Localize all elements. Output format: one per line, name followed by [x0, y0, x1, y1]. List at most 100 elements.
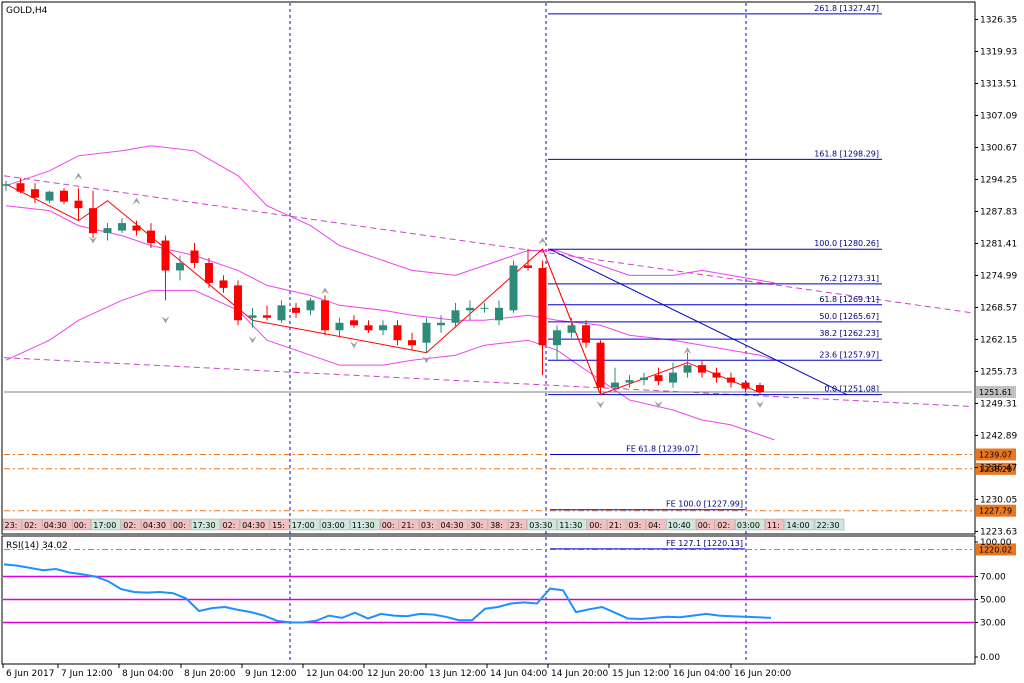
candle-body-7 — [103, 228, 112, 234]
level-tag-0 — [976, 448, 1016, 461]
channel-upper-line — [3, 175, 973, 314]
candle-body-52 — [756, 385, 764, 393]
candle-body-35 — [509, 265, 518, 311]
level-tag-text-0: 1239.07 — [979, 451, 1012, 460]
session-tag-25: 21: — [609, 521, 622, 530]
candle-body-16 — [234, 285, 242, 321]
rsi-tick-label-2: 50.00 — [980, 596, 1006, 606]
session-tag-bg-34 — [814, 518, 845, 531]
price-tick-label-14: 1236.47 — [980, 463, 1017, 473]
candle-body-42 — [611, 382, 619, 388]
price-tick-label-13: 1242.89 — [980, 431, 1017, 441]
candle-body-41 — [596, 342, 605, 388]
session-tag-27: 04: — [648, 521, 661, 530]
candle-body-51 — [741, 382, 750, 389]
session-tag-32: 11: — [767, 521, 780, 530]
session-tag-29: 00: — [698, 521, 711, 530]
symbol-label: GOLD,H4 — [6, 6, 48, 16]
candle-body-39 — [567, 325, 576, 333]
candle-body-0 — [2, 184, 10, 186]
time-tick-label-5: 12 Jun 04:00 — [306, 669, 363, 679]
price-tick-label-12: 1249.31 — [980, 399, 1017, 409]
fractal-arrow-11 — [654, 401, 663, 409]
candle-body-22 — [321, 300, 329, 331]
candle-body-33 — [480, 307, 489, 309]
rsi-tick-label-3: 30.00 — [980, 619, 1006, 629]
session-tag-28: 10:40 — [668, 521, 691, 530]
session-tag-bg-26 — [626, 518, 646, 531]
candle-body-5 — [74, 200, 83, 209]
session-tag-bg-11 — [270, 518, 290, 531]
time-tick-label-12: 16 Jun 20:00 — [734, 669, 791, 679]
fib-label-2: 100.0 [1280.26] — [814, 239, 879, 248]
session-tag-bg-1 — [22, 518, 42, 531]
time-tick-label-0: 6 Jun 2017 — [6, 669, 54, 679]
bollinger-bands — [5, 145, 775, 441]
time-tick-label-8: 14 Jun 04:00 — [490, 669, 547, 679]
rsi-label: RSI(14) 34.02 — [6, 541, 68, 551]
level-tag-text-2: 1227.79 — [979, 507, 1012, 516]
price-tick-label-9: 1268.57 — [980, 303, 1017, 313]
candle-body-11 — [161, 240, 170, 271]
candle-body-13 — [190, 250, 199, 263]
candle-body-8 — [118, 223, 126, 231]
fractal-arrow-12 — [756, 401, 764, 409]
session-tag-bg-27 — [646, 518, 666, 531]
session-tag-12: 17:00 — [292, 521, 315, 530]
bollinger-upper — [5, 145, 775, 284]
time-tick-label-4: 9 Jun 12:00 — [245, 669, 297, 679]
candle-body-45 — [654, 375, 663, 382]
candle-body-47 — [683, 365, 692, 373]
fractal-arrow-8 — [538, 237, 547, 245]
bid-tag-text: 1251.61 — [979, 388, 1012, 397]
session-tag-bg-0 — [2, 518, 22, 531]
time-tick-label-1: 7 Jun 12:00 — [61, 669, 113, 679]
candle-body-21 — [306, 300, 315, 311]
fractal-arrow-9 — [596, 401, 605, 409]
fe-label-0: FE 61.8 [1239.07] — [626, 445, 698, 454]
candle-body-36 — [524, 265, 532, 268]
fib-label-8: 0.0 [1251.08] — [824, 385, 879, 394]
candle-body-50 — [727, 377, 735, 383]
fib-label-6: 38.2 [1262.23] — [819, 329, 879, 338]
price-tick-label-8: 1274.99 — [980, 271, 1017, 281]
candle-body-2 — [31, 189, 39, 198]
session-tag-10: 04:30 — [242, 521, 265, 530]
session-tag-bg-32 — [765, 518, 785, 531]
session-tag-19: 30: — [471, 521, 484, 530]
session-tag-26: 03: — [629, 521, 642, 530]
session-tag-7: 00: — [173, 521, 186, 530]
candle-body-17 — [248, 315, 257, 318]
session-tag-16: 21: — [401, 521, 414, 530]
fib-label-5: 50.0 [1265.67] — [819, 312, 879, 321]
session-tag-9: 02: — [223, 521, 236, 530]
price-axis: 1251.61 1326.35 1319.93 1313.51 1307.09 1300.… — [975, 16, 1017, 663]
session-tag-13: 03:00 — [322, 521, 345, 530]
fractal-arrow-2 — [132, 197, 141, 205]
candle-body-19 — [277, 305, 286, 321]
session-tag-14: 11:30 — [352, 521, 375, 530]
price-tick-label-4: 1300.67 — [980, 143, 1017, 153]
main-window-frame — [1, 1, 976, 535]
fractal-arrow-5 — [321, 287, 329, 295]
fractal-arrow-3 — [161, 316, 170, 324]
session-tag-34: 22:30 — [817, 521, 840, 530]
time-tick-label-2: 8 Jun 04:00 — [122, 669, 174, 679]
candle-body-40 — [582, 325, 590, 343]
fractal-arrow-7 — [422, 356, 431, 364]
fractal-arrows — [74, 172, 764, 409]
session-tag-bg-18 — [438, 518, 469, 531]
session-tag-15: 00: — [382, 521, 395, 530]
session-tag-bg-6 — [141, 518, 171, 531]
price-tick-label-7: 1281.41 — [980, 239, 1017, 249]
level-tag-text-3: 1220.02 — [979, 545, 1012, 554]
session-tag-8: 17:30 — [193, 521, 216, 530]
session-tag-1: 02: — [24, 521, 37, 530]
candle-body-3 — [45, 191, 54, 201]
fractal-arrow-1 — [89, 236, 97, 244]
price-tick-label-15: 1230.05 — [980, 495, 1017, 505]
time-tick-label-10: 15 Jun 12:00 — [612, 669, 669, 679]
candle-body-27 — [393, 325, 402, 341]
